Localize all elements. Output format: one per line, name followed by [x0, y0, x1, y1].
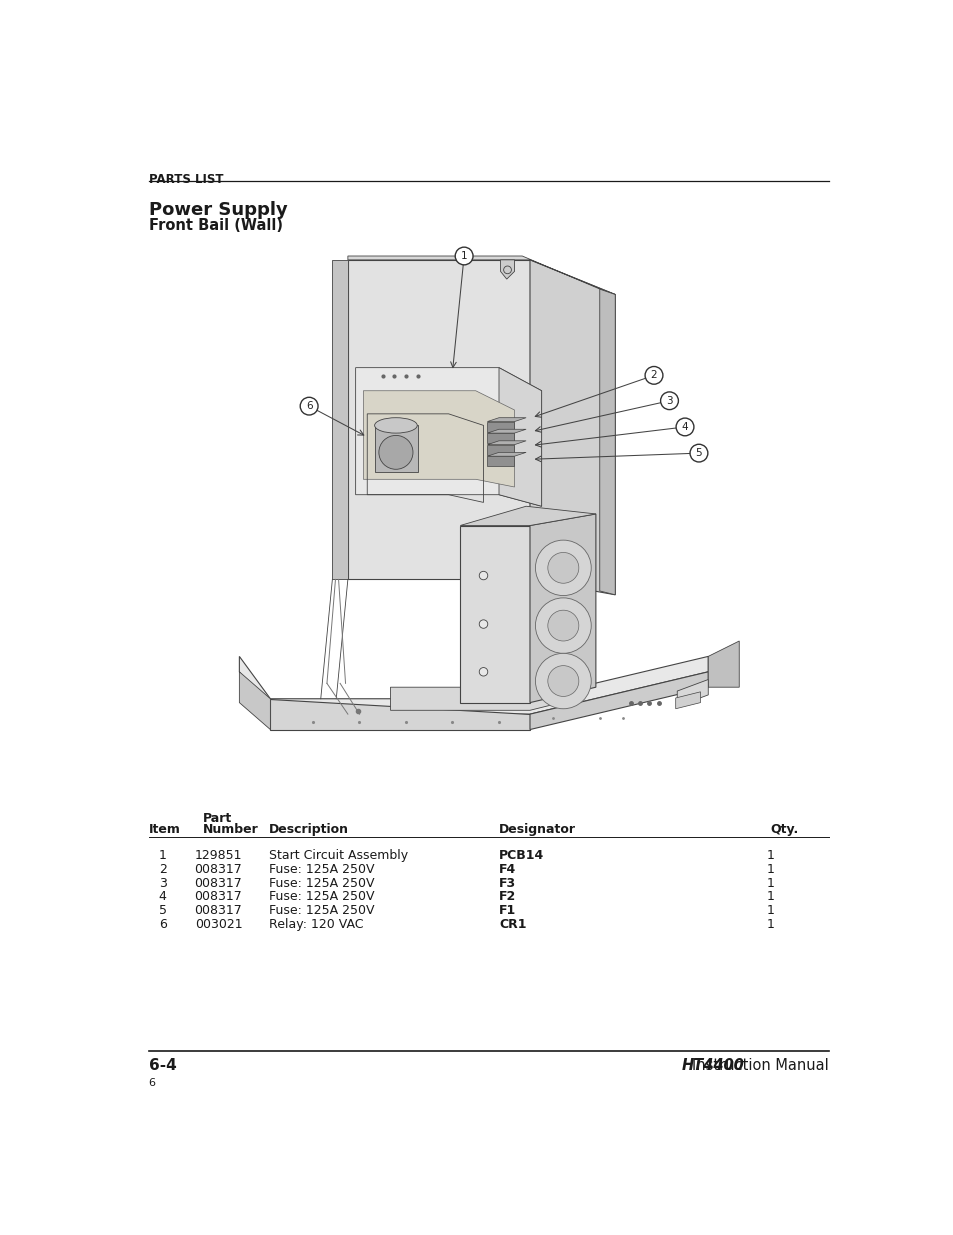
Polygon shape [707, 641, 739, 687]
Polygon shape [487, 421, 514, 431]
Text: Designator: Designator [498, 823, 576, 836]
Text: Fuse: 125A 250V: Fuse: 125A 250V [269, 890, 374, 904]
Polygon shape [239, 656, 707, 714]
Polygon shape [332, 259, 348, 579]
Text: F2: F2 [498, 890, 516, 904]
Ellipse shape [375, 417, 416, 433]
Text: 2: 2 [158, 863, 167, 876]
Text: Fuse: 125A 250V: Fuse: 125A 250V [269, 877, 374, 889]
Text: 6: 6 [158, 918, 167, 931]
Polygon shape [459, 526, 530, 703]
Polygon shape [487, 456, 514, 466]
Circle shape [547, 610, 578, 641]
Circle shape [478, 668, 487, 676]
Text: 3: 3 [665, 395, 672, 406]
Text: 008317: 008317 [194, 904, 242, 918]
Text: 1: 1 [765, 848, 774, 862]
Text: 1: 1 [158, 848, 167, 862]
Polygon shape [348, 259, 530, 579]
Text: Qty.: Qty. [769, 823, 798, 836]
Text: Description: Description [269, 823, 349, 836]
Text: 008317: 008317 [194, 877, 242, 889]
Polygon shape [363, 390, 514, 487]
Polygon shape [677, 679, 707, 706]
Polygon shape [498, 368, 541, 506]
Text: 6: 6 [149, 1078, 155, 1088]
Text: 008317: 008317 [194, 863, 242, 876]
Circle shape [547, 666, 578, 697]
Polygon shape [487, 433, 514, 443]
Text: 4: 4 [158, 890, 167, 904]
Text: Number: Number [203, 823, 258, 836]
Circle shape [478, 572, 487, 579]
Text: Instruction Manual: Instruction Manual [692, 1058, 828, 1073]
Text: 1: 1 [765, 918, 774, 931]
Text: 3: 3 [158, 877, 167, 889]
Polygon shape [530, 514, 596, 703]
Text: Start Circuit Assembly: Start Circuit Assembly [269, 848, 408, 862]
Text: 1: 1 [765, 863, 774, 876]
Circle shape [644, 367, 662, 384]
Polygon shape [355, 368, 541, 506]
Circle shape [478, 620, 487, 629]
Circle shape [535, 598, 591, 653]
Polygon shape [675, 692, 700, 709]
Circle shape [689, 445, 707, 462]
Text: 008317: 008317 [194, 890, 242, 904]
Polygon shape [487, 430, 525, 433]
Text: 1: 1 [765, 904, 774, 918]
Text: 1: 1 [765, 877, 774, 889]
Text: Relay: 120 VAC: Relay: 120 VAC [269, 918, 363, 931]
Text: 1: 1 [460, 251, 467, 261]
Text: Part: Part [203, 811, 232, 825]
Polygon shape [487, 452, 525, 456]
Text: 2: 2 [650, 370, 657, 380]
Text: Power Supply: Power Supply [149, 200, 287, 219]
Circle shape [535, 540, 591, 595]
Polygon shape [487, 417, 525, 421]
Text: 6: 6 [306, 401, 313, 411]
Polygon shape [530, 672, 707, 730]
Text: 6-4: 6-4 [149, 1058, 176, 1073]
Polygon shape [500, 259, 514, 279]
Text: PARTS LIST: PARTS LIST [149, 173, 223, 185]
Circle shape [676, 419, 693, 436]
Text: 003021: 003021 [194, 918, 242, 931]
Circle shape [378, 436, 413, 469]
Polygon shape [375, 425, 417, 472]
Text: PCB14: PCB14 [498, 848, 543, 862]
Text: 1: 1 [765, 890, 774, 904]
Circle shape [547, 552, 578, 583]
Circle shape [455, 247, 473, 264]
Text: Fuse: 125A 250V: Fuse: 125A 250V [269, 904, 374, 918]
Polygon shape [270, 699, 530, 730]
Text: 5: 5 [158, 904, 167, 918]
Polygon shape [487, 445, 514, 454]
Text: F1: F1 [498, 904, 516, 918]
Text: CR1: CR1 [498, 918, 526, 931]
Text: 4: 4 [681, 422, 688, 432]
Text: Item: Item [149, 823, 180, 836]
Text: 5: 5 [695, 448, 701, 458]
Text: HT4400: HT4400 [680, 1058, 743, 1073]
Polygon shape [348, 256, 615, 294]
Polygon shape [530, 259, 615, 595]
Polygon shape [239, 672, 270, 730]
Text: Fuse: 125A 250V: Fuse: 125A 250V [269, 863, 374, 876]
Polygon shape [459, 506, 596, 526]
Text: F3: F3 [498, 877, 516, 889]
Circle shape [535, 653, 591, 709]
Polygon shape [599, 289, 615, 595]
Polygon shape [390, 676, 576, 710]
Circle shape [659, 391, 678, 410]
Text: F4: F4 [498, 863, 516, 876]
Polygon shape [487, 441, 525, 445]
Text: 129851: 129851 [194, 848, 242, 862]
Circle shape [300, 398, 317, 415]
Text: Front Bail (Wall): Front Bail (Wall) [149, 219, 282, 233]
